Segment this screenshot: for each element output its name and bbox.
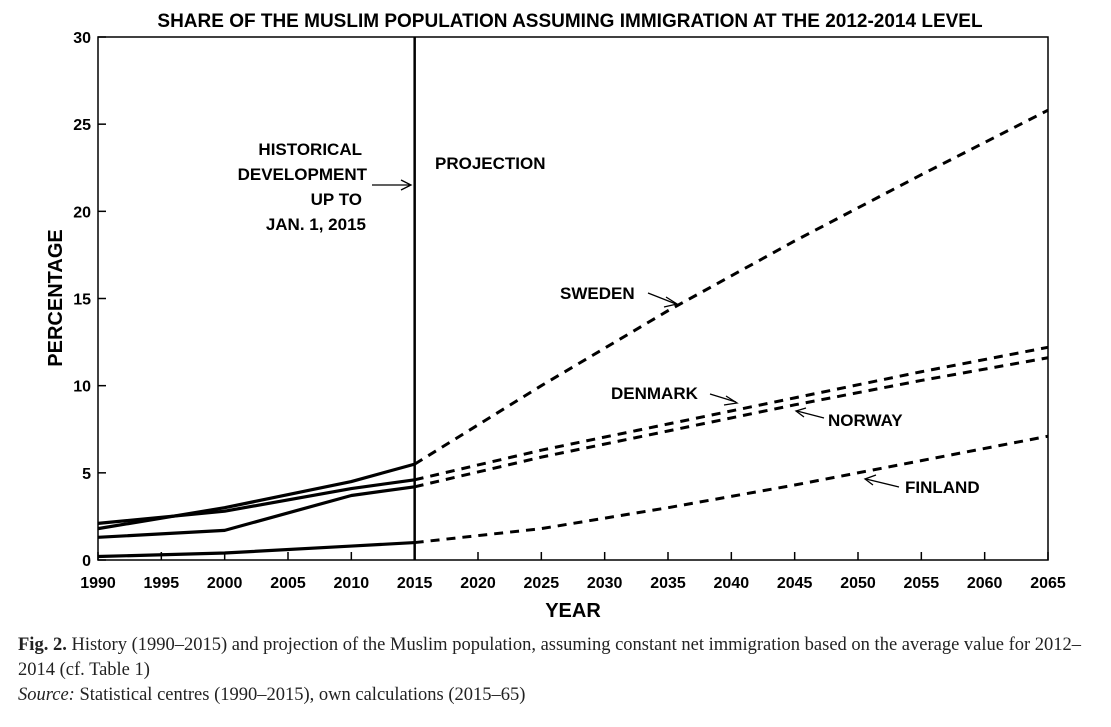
norway-historical-line — [97, 485, 415, 539]
x-tick-label-13: 2055 — [904, 575, 940, 592]
historical-label-line-3: UP TO — [311, 190, 362, 209]
historical-label-line-4: JAN. 1, 2015 — [266, 215, 366, 234]
denmark-projection-line — [414, 345, 1049, 482]
sweden-label: SWEDEN — [560, 284, 635, 303]
finland-projection-line — [414, 434, 1049, 545]
norway-annotation: NORWAY — [794, 407, 903, 430]
figure-caption: Fig. 2. History (1990–2015) and projecti… — [18, 633, 1098, 708]
x-tick-label-5: 2015 — [397, 575, 433, 592]
x-tick-label-2: 2000 — [207, 575, 243, 592]
historical-label-line-2: DEVELOPMENT — [238, 165, 368, 184]
x-tick-label-3: 2005 — [270, 575, 306, 592]
projection-label: PROJECTION — [435, 154, 546, 173]
caption-text: History (1990–2015) and projection of th… — [18, 635, 1082, 680]
y-tick-label-2: 10 — [73, 379, 91, 396]
norway-arrow-head — [794, 407, 807, 418]
denmark-label: DENMARK — [611, 384, 699, 403]
y-tick-label-6: 30 — [73, 30, 91, 47]
x-tick-label-12: 2050 — [840, 575, 876, 592]
denmark-historical-line — [97, 478, 415, 525]
finland-historical-line — [97, 540, 415, 559]
y-tick-label-0: 0 — [82, 553, 91, 570]
norway-label: NORWAY — [828, 411, 903, 430]
caption-main: Fig. 2. History (1990–2015) and projecti… — [18, 633, 1098, 683]
x-tick-label-11: 2045 — [777, 575, 813, 592]
y-tick-label-5: 25 — [73, 117, 91, 134]
denmark-annotation: DENMARK — [611, 384, 739, 406]
sweden-projection-line — [413, 108, 1049, 466]
norway-projection-line — [414, 356, 1049, 489]
x-tick-label-7: 2025 — [524, 575, 560, 592]
x-tick-label-9: 2035 — [650, 575, 686, 592]
chart: SHARE OF THE MUSLIM POPULATION ASSUMING … — [45, 11, 1066, 622]
denmark-arrow — [709, 393, 737, 403]
historical-arrow-head — [400, 179, 413, 191]
y-tick-label-4: 20 — [73, 204, 91, 221]
x-tick-label-6: 2020 — [460, 575, 496, 592]
x-tick-label-0: 1990 — [80, 575, 116, 592]
x-tick-label-1: 1995 — [144, 575, 180, 592]
x-tick-label-10: 2040 — [714, 575, 750, 592]
caption-source: Source: Statistical centres (1990–2015),… — [18, 683, 1098, 708]
historical-label-line-1: HISTORICAL — [258, 140, 362, 159]
sweden-arrow — [647, 292, 677, 305]
caption-source-label: Source: — [18, 685, 75, 705]
sweden-annotation: SWEDEN — [560, 284, 679, 308]
finland-annotation: FINLAND — [863, 474, 980, 497]
x-tick-label-15: 2065 — [1030, 575, 1066, 592]
norway-arrow — [796, 410, 825, 419]
y-axis-label: PERCENTAGE — [45, 229, 67, 366]
caption-fig-label: Fig. 2. — [18, 635, 67, 655]
chart-title: SHARE OF THE MUSLIM POPULATION ASSUMING … — [157, 11, 983, 32]
caption-source-text: Statistical centres (1990–2015), own cal… — [74, 685, 526, 705]
x-tick-label-8: 2030 — [587, 575, 623, 592]
finland-label: FINLAND — [905, 478, 980, 497]
y-tick-label-1: 5 — [82, 466, 91, 483]
historical-annotation: HISTORICAL DEVELOPMENT UP TO JAN. 1, 201… — [238, 140, 413, 234]
y-tick-label-3: 15 — [73, 292, 91, 309]
finland-arrow — [865, 478, 900, 488]
sweden-arrow-head — [663, 296, 679, 308]
x-axis-label: YEAR — [545, 600, 601, 622]
x-tick-label-14: 2060 — [967, 575, 1003, 592]
denmark-arrow-head — [723, 395, 739, 406]
x-tick-label-4: 2010 — [334, 575, 370, 592]
finland-arrow-head — [863, 474, 877, 486]
